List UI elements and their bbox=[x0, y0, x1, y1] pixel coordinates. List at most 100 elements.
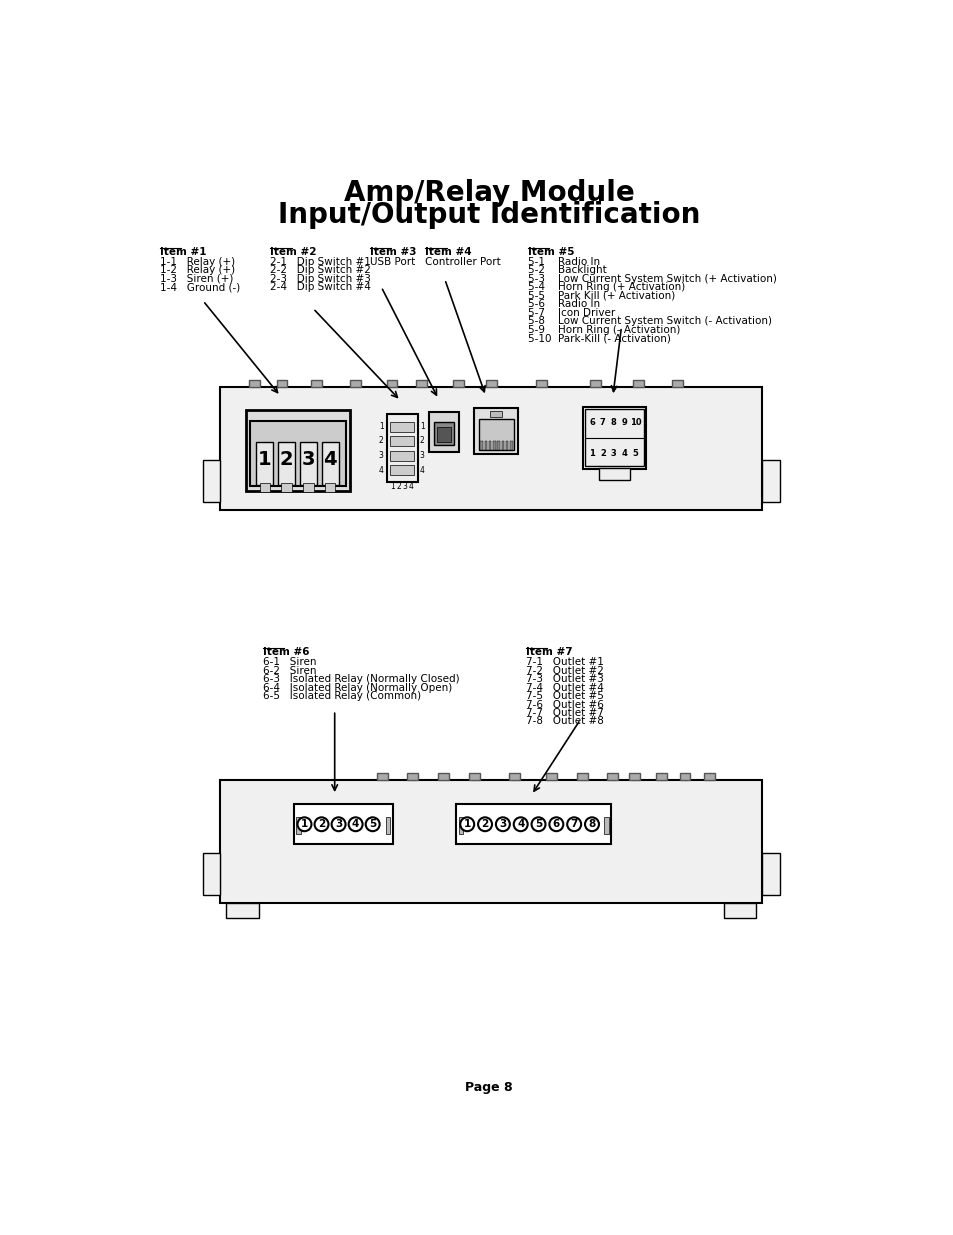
Text: 5-1    Radio In: 5-1 Radio In bbox=[527, 257, 599, 267]
Text: 5-3    Low Current System Switch (+ Activation): 5-3 Low Current System Switch (+ Activat… bbox=[527, 274, 776, 284]
Text: 9: 9 bbox=[621, 417, 627, 427]
Text: 5-10  Park-Kill (- Activation): 5-10 Park-Kill (- Activation) bbox=[527, 333, 670, 343]
Bar bbox=[509, 773, 519, 779]
Text: 8: 8 bbox=[610, 417, 616, 427]
Bar bbox=[497, 441, 499, 450]
Bar bbox=[633, 380, 643, 387]
Text: 3: 3 bbox=[498, 819, 506, 829]
Text: Input/Output Identification: Input/Output Identification bbox=[277, 200, 700, 228]
Bar bbox=[278, 442, 294, 484]
Bar bbox=[416, 380, 427, 387]
Text: Amp/Relay Module: Amp/Relay Module bbox=[343, 179, 634, 207]
Bar bbox=[390, 436, 414, 446]
Text: 7-6   Outlet #6: 7-6 Outlet #6 bbox=[525, 699, 603, 710]
Bar bbox=[377, 773, 388, 779]
Bar bbox=[485, 380, 497, 387]
Text: 2: 2 bbox=[396, 482, 401, 490]
Text: 8: 8 bbox=[588, 819, 595, 829]
Bar bbox=[203, 852, 220, 895]
Bar bbox=[390, 466, 414, 475]
Bar bbox=[350, 380, 360, 387]
Text: 3: 3 bbox=[419, 451, 424, 459]
Text: 2: 2 bbox=[279, 451, 294, 469]
Bar bbox=[584, 409, 643, 466]
Text: 3: 3 bbox=[335, 819, 342, 829]
Bar bbox=[453, 380, 464, 387]
Bar bbox=[406, 773, 417, 779]
Bar bbox=[294, 804, 393, 845]
Bar bbox=[761, 852, 779, 895]
Text: 6-5   Isolated Relay (Common): 6-5 Isolated Relay (Common) bbox=[262, 692, 420, 701]
Bar bbox=[321, 442, 338, 484]
Text: 1: 1 bbox=[258, 451, 272, 469]
Text: Item #5: Item #5 bbox=[527, 247, 574, 257]
Text: 4: 4 bbox=[517, 819, 524, 829]
Bar bbox=[256, 442, 274, 484]
Text: 7: 7 bbox=[599, 417, 605, 427]
Bar bbox=[489, 411, 501, 417]
Circle shape bbox=[496, 818, 509, 831]
Bar bbox=[510, 441, 512, 450]
Text: 4: 4 bbox=[352, 819, 359, 829]
Bar bbox=[536, 380, 546, 387]
Bar bbox=[761, 461, 779, 503]
Bar bbox=[656, 773, 666, 779]
Circle shape bbox=[567, 818, 580, 831]
Text: 2: 2 bbox=[378, 436, 383, 446]
Circle shape bbox=[549, 818, 562, 831]
Bar bbox=[437, 773, 448, 779]
Text: 4: 4 bbox=[323, 451, 336, 469]
Text: 4: 4 bbox=[621, 448, 627, 458]
Circle shape bbox=[513, 818, 527, 831]
Bar bbox=[311, 380, 322, 387]
Text: 2: 2 bbox=[317, 819, 325, 829]
Bar bbox=[295, 816, 300, 834]
Bar bbox=[488, 441, 491, 450]
Text: Controller Port: Controller Port bbox=[425, 257, 500, 267]
Bar bbox=[220, 779, 761, 903]
Text: 2-2   Dip Switch #2: 2-2 Dip Switch #2 bbox=[270, 266, 371, 275]
Bar bbox=[604, 816, 608, 834]
Text: 6: 6 bbox=[552, 819, 559, 829]
Bar bbox=[484, 441, 486, 450]
Text: 2: 2 bbox=[599, 448, 605, 458]
Text: 5-6    Radio In: 5-6 Radio In bbox=[527, 299, 599, 309]
Text: Item #3: Item #3 bbox=[369, 247, 416, 257]
Text: 3: 3 bbox=[378, 451, 383, 459]
Text: 5-5    Park Kill (+ Activation): 5-5 Park Kill (+ Activation) bbox=[527, 290, 674, 300]
Text: Item #2: Item #2 bbox=[270, 247, 316, 257]
Text: USB Port: USB Port bbox=[369, 257, 415, 267]
Text: 7-5   Outlet #5: 7-5 Outlet #5 bbox=[525, 692, 603, 701]
Circle shape bbox=[332, 818, 345, 831]
Text: 4: 4 bbox=[419, 466, 424, 474]
Text: 7-2   Outlet #2: 7-2 Outlet #2 bbox=[525, 666, 603, 676]
Text: 7-1   Outlet #1: 7-1 Outlet #1 bbox=[525, 657, 603, 667]
Text: 1-2   Relay (+): 1-2 Relay (+) bbox=[159, 266, 234, 275]
Bar bbox=[385, 816, 390, 834]
Text: 3: 3 bbox=[610, 448, 616, 458]
Text: 7-4   Outlet #4: 7-4 Outlet #4 bbox=[525, 683, 603, 693]
Bar bbox=[226, 903, 258, 918]
Text: Item #4: Item #4 bbox=[425, 247, 472, 257]
Text: 5-9    Horn Ring (- Activation): 5-9 Horn Ring (- Activation) bbox=[527, 325, 679, 335]
Bar bbox=[582, 406, 645, 468]
Bar bbox=[546, 773, 557, 779]
Text: 6-2   Siren: 6-2 Siren bbox=[262, 666, 315, 676]
Text: 7-7   Outlet #7: 7-7 Outlet #7 bbox=[525, 708, 603, 718]
Bar bbox=[429, 411, 458, 452]
Text: 1: 1 bbox=[300, 819, 308, 829]
Bar bbox=[671, 380, 682, 387]
Text: 6: 6 bbox=[588, 417, 595, 427]
Bar bbox=[303, 483, 314, 493]
Text: 5: 5 bbox=[535, 819, 541, 829]
Bar bbox=[390, 421, 414, 431]
Bar bbox=[220, 387, 761, 510]
Circle shape bbox=[584, 818, 598, 831]
Circle shape bbox=[297, 818, 311, 831]
Text: Page 8: Page 8 bbox=[465, 1082, 512, 1094]
Text: 7-8   Outlet #8: 7-8 Outlet #8 bbox=[525, 716, 603, 726]
Bar bbox=[250, 421, 345, 487]
Bar bbox=[723, 903, 756, 918]
Bar bbox=[281, 483, 292, 493]
Bar bbox=[505, 441, 508, 450]
